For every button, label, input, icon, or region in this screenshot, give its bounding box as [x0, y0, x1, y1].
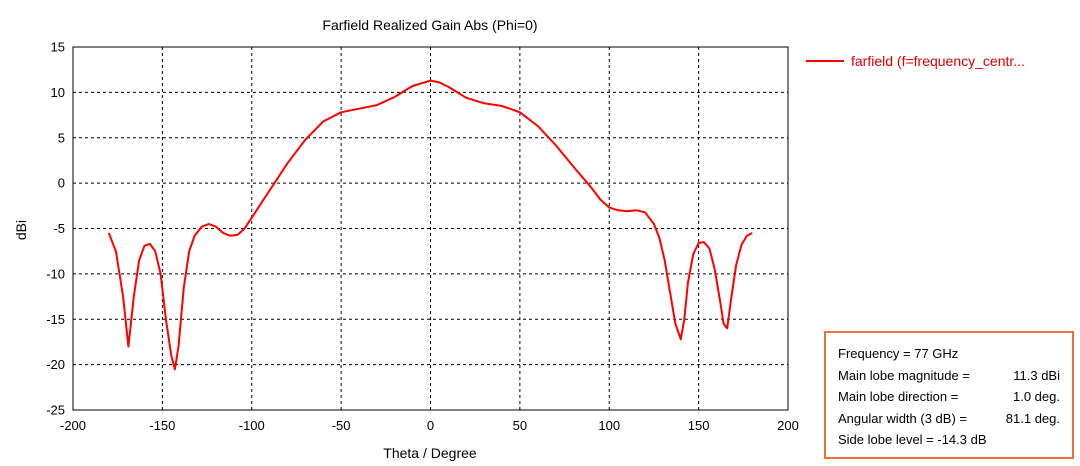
x-tick-label: -50	[332, 418, 351, 433]
y-tick-label: -10	[46, 266, 65, 281]
x-tick-label: 100	[598, 418, 620, 433]
info-label: Frequency = 77 GHz	[838, 346, 959, 361]
info-label: Main lobe magnitude =	[838, 367, 970, 383]
info-value: 81.1 deg.	[1005, 410, 1060, 426]
y-tick-label: 0	[58, 176, 65, 191]
info-row-main-lobe-direction: Main lobe direction = 1.0 deg.	[838, 386, 1064, 408]
chart-title: Farfield Realized Gain Abs (Phi=0)	[322, 17, 537, 33]
x-tick-label: -200	[60, 418, 86, 433]
info-label: Main lobe direction =	[838, 389, 959, 404]
info-row-side-lobe-level: Side lobe level = -14.3 dB	[838, 429, 1064, 451]
info-row-frequency: Frequency = 77 GHz	[838, 343, 1064, 365]
series-line	[107, 79, 753, 371]
y-tick-label: -25	[46, 403, 65, 418]
x-tick-label: 50	[513, 418, 527, 433]
grid	[73, 47, 788, 410]
legend[interactable]: farfield (f=frequency_centr...	[806, 53, 1025, 69]
x-tick-label: 150	[688, 418, 710, 433]
info-value: 1.0 deg.	[1013, 389, 1060, 404]
legend-label: farfield (f=frequency_centr...	[851, 53, 1025, 69]
tick-labels: -200 -150 -100 -50 0 50 100 150 200151050-5-10-1…	[46, 40, 799, 434]
y-tick-label: -15	[46, 312, 65, 327]
info-row-main-lobe-magnitude: Main lobe magnitude = 11.3 dBi	[838, 365, 1064, 387]
y-axis-label: dBi	[13, 220, 29, 240]
x-tick-label: 200	[777, 418, 799, 433]
y-tick-label: 15	[51, 40, 65, 55]
x-axis-label: Theta / Degree	[383, 445, 477, 461]
x-tick-label: -150	[149, 418, 175, 433]
plot-frame	[72, 46, 789, 411]
info-label: Side lobe level = -14.3 dB	[838, 432, 987, 447]
plot-area	[107, 79, 753, 371]
x-tick-label: 0	[427, 418, 434, 433]
y-tick-label: -5	[53, 221, 65, 236]
info-row-angular-width: Angular width (3 dB) = 81.1 deg.	[838, 408, 1064, 430]
info-label: Angular width (3 dB) =	[838, 410, 967, 426]
y-tick-label: 5	[58, 130, 65, 145]
info-value: 11.3 dBi	[1013, 367, 1060, 383]
info-box: Frequency = 77 GHz Main lobe magnitude =…	[824, 331, 1074, 459]
y-tick-label: -20	[46, 357, 65, 372]
x-tick-label: -100	[239, 418, 265, 433]
y-tick-label: 10	[51, 85, 65, 100]
